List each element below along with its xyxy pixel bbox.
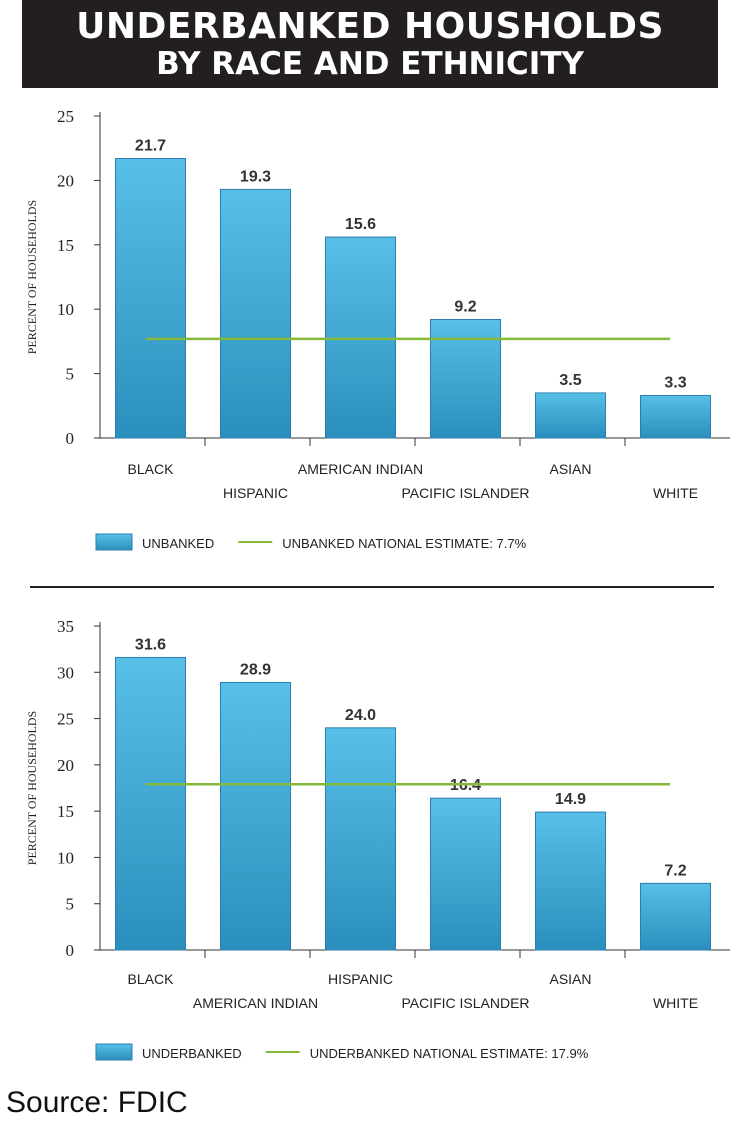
- y-tick-label: 0: [66, 429, 75, 448]
- value-label-pacific-islander: 16.4: [450, 777, 481, 794]
- chart-header: UNDERBANKED HOUSHOLDS BY RACE AND ETHNIC…: [22, 0, 718, 88]
- chart-divider: [30, 586, 714, 588]
- category-label-pacific-islander: PACIFIC ISLANDER: [401, 995, 529, 1011]
- category-label-american-indian: AMERICAN INDIAN: [193, 995, 318, 1011]
- chart-legend: UNDERBANKED UNDERBANKED NATIONAL ESTIMATE…: [95, 1043, 589, 1061]
- value-label-american-indian: 28.9: [240, 661, 271, 678]
- category-label-asian: ASIAN: [549, 971, 591, 987]
- unbanked-chart: 0 5 10 15 20 25 PERCENT OF HOUSEHOLDS 21.7 BLACK…: [0, 96, 740, 566]
- category-label-hispanic: HISPANIC: [328, 971, 393, 987]
- legend-bar-label: UNDERBANKED: [142, 1046, 242, 1061]
- value-label-white: 3.3: [664, 374, 686, 391]
- category-label-white: WHITE: [653, 995, 698, 1011]
- category-label-hispanic: HISPANIC: [223, 485, 288, 501]
- y-tick-label: 30: [57, 663, 74, 682]
- category-label-black: BLACK: [128, 461, 175, 477]
- legend-line-label: UNDERBANKED NATIONAL ESTIMATE: 17.9%: [310, 1046, 589, 1061]
- bar-hispanic: [325, 727, 396, 951]
- bar-american-indian: [220, 681, 291, 951]
- category-label-american-indian: AMERICAN INDIAN: [298, 461, 423, 477]
- bar-asian: [535, 811, 606, 951]
- y-tick-label: 0: [66, 941, 75, 960]
- value-label-asian: 14.9: [555, 791, 586, 808]
- value-label-black: 31.6: [135, 636, 166, 653]
- bar-black: [115, 158, 186, 439]
- chart-legend: UNBANKED UNBANKED NATIONAL ESTIMATE: 7.7%: [95, 533, 527, 551]
- y-tick-label: 10: [57, 848, 74, 867]
- y-tick-label: 20: [57, 171, 74, 190]
- legend-bar-swatch: [95, 533, 133, 551]
- category-label-black: BLACK: [128, 971, 175, 987]
- bar-pacific-islander: [430, 319, 501, 439]
- legend-bar-swatch: [95, 1043, 133, 1061]
- bar-american-indian: [325, 236, 396, 439]
- y-tick-label: 25: [57, 710, 74, 729]
- source-note: Source: FDIC: [6, 1086, 188, 1119]
- y-tick-label: 5: [66, 365, 75, 384]
- y-axis-label: PERCENT OF HOUSEHOLDS: [25, 200, 39, 354]
- y-tick-label: 15: [57, 236, 74, 255]
- category-label-pacific-islander: PACIFIC ISLANDER: [401, 485, 529, 501]
- y-tick-label: 35: [57, 617, 74, 636]
- value-label-pacific-islander: 9.2: [454, 299, 476, 316]
- bar-pacific-islander: [430, 797, 501, 951]
- value-label-hispanic: 19.3: [240, 168, 271, 185]
- legend-bar-label: UNBANKED: [142, 536, 214, 551]
- value-label-black: 21.7: [135, 138, 166, 155]
- unbanked-chart-svg: 0 5 10 15 20 25 PERCENT OF HOUSEHOLDS 21.7 BLACK…: [25, 107, 730, 551]
- y-axis-label: PERCENT OF HOUSEHOLDS: [25, 711, 39, 865]
- value-label-american-indian: 15.6: [345, 216, 376, 233]
- value-label-hispanic: 24.0: [345, 707, 376, 724]
- y-tick-label: 15: [57, 802, 74, 821]
- value-label-asian: 3.5: [559, 372, 581, 389]
- bar-white: [640, 394, 711, 439]
- bar-black: [115, 656, 186, 951]
- bar-white: [640, 882, 711, 951]
- y-tick-label: 20: [57, 756, 74, 775]
- header-title-line-1: UNDERBANKED HOUSHOLDS: [76, 6, 664, 47]
- legend-line-label: UNBANKED NATIONAL ESTIMATE: 7.7%: [282, 536, 526, 551]
- category-label-asian: ASIAN: [549, 461, 591, 477]
- value-label-white: 7.2: [664, 862, 686, 879]
- bar-hispanic: [220, 188, 291, 439]
- header-title-line-2: BY RACE AND ETHNICITY: [156, 46, 584, 82]
- y-tick-label: 25: [57, 107, 74, 126]
- y-tick-label: 10: [57, 300, 74, 319]
- y-tick-label: 5: [66, 895, 75, 914]
- underbanked-chart: 0 5 10 15 20 25 30 35 PERCENT OF HOUSEHOLDS 31.6 B…: [0, 606, 740, 1076]
- underbanked-chart-svg: 0 5 10 15 20 25 30 35 PERCENT OF HOUSEHOLDS 31.6 B…: [25, 617, 730, 1061]
- bar-asian: [535, 392, 606, 439]
- category-label-white: WHITE: [653, 485, 698, 501]
